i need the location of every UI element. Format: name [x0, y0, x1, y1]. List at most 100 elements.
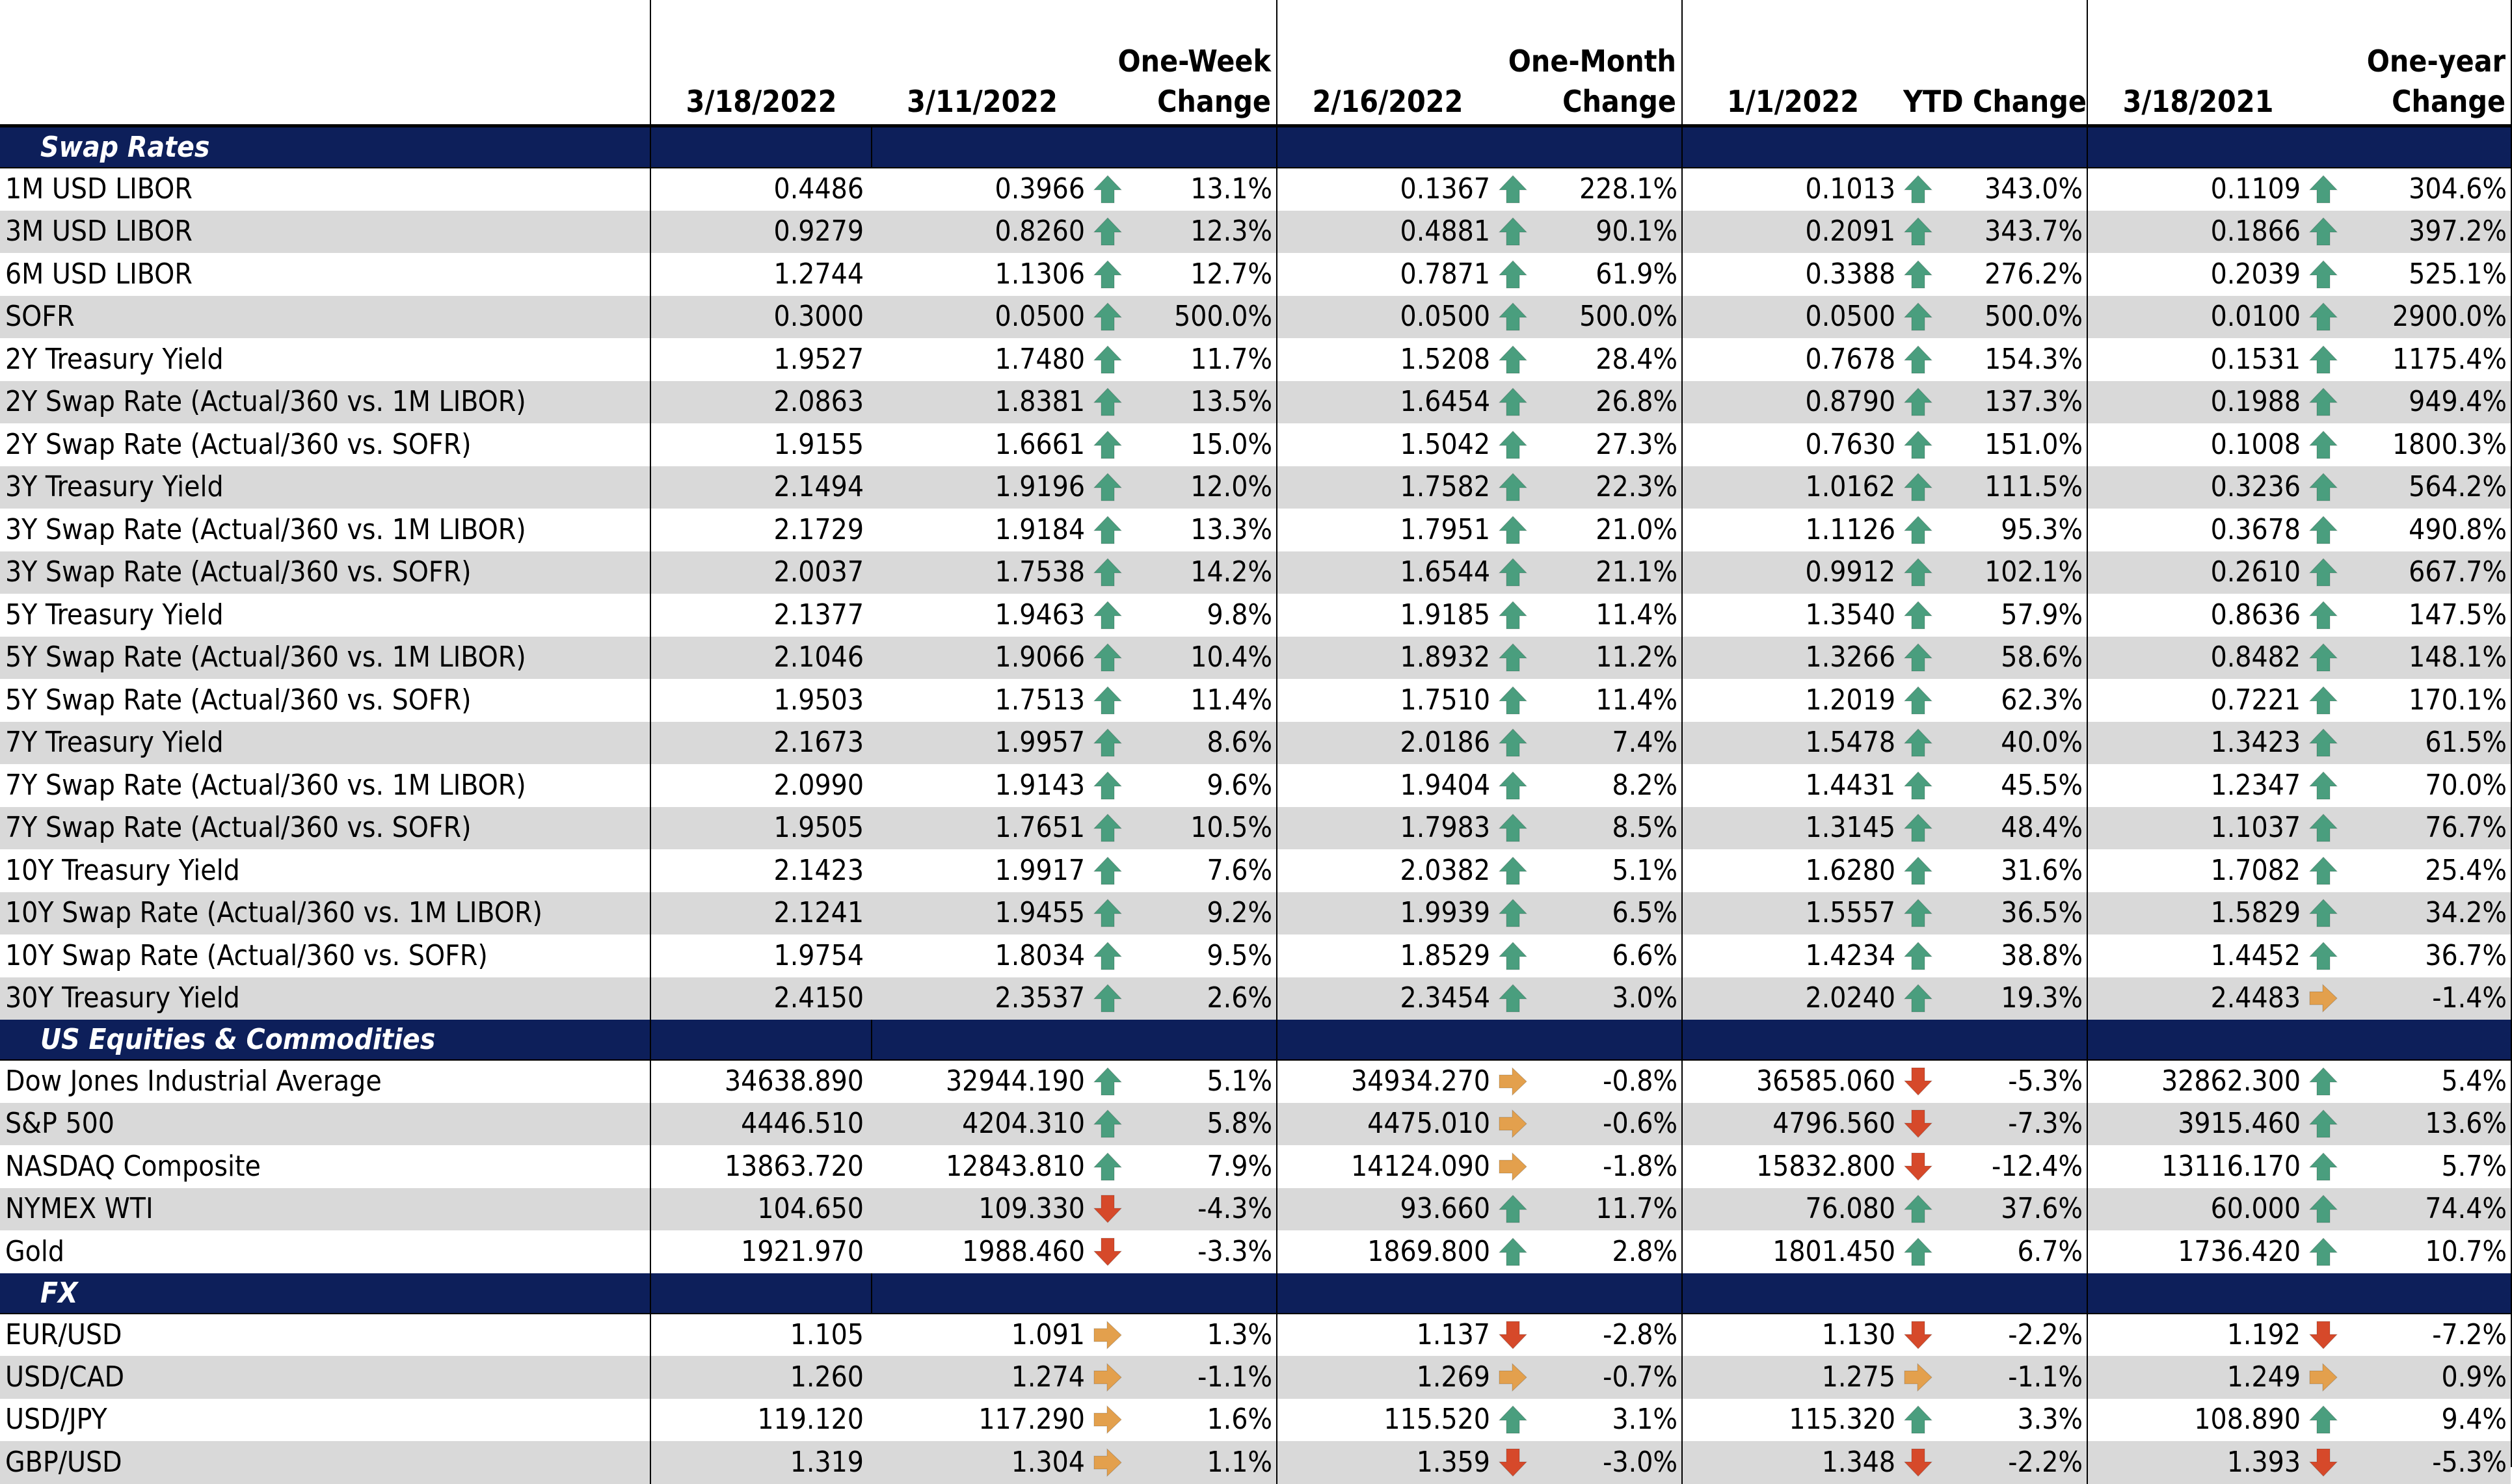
value-one-year: 32862.300	[2087, 1060, 2309, 1103]
table-row: NASDAQ Composite 13863.720 12843.810 7.9% 14…	[0, 1145, 2511, 1188]
ytd-trend-cell	[1903, 934, 1942, 977]
section-header-fill	[1276, 1273, 1683, 1314]
one-year-trend-cell	[2308, 1441, 2348, 1484]
up-arrow-icon	[1498, 217, 1528, 246]
value-current: 1.9503	[650, 679, 872, 722]
value-one-month: 1.269	[1276, 1356, 1498, 1399]
one-week-trend-cell	[1093, 892, 1132, 934]
up-arrow-icon	[1903, 814, 1933, 842]
right-arrow-icon	[1499, 1362, 1527, 1392]
one-year-trend-cell	[2308, 466, 2348, 509]
header-date-current: 3/18/2022	[650, 0, 872, 127]
up-arrow-icon	[1093, 1152, 1123, 1181]
up-arrow-icon	[1093, 388, 1123, 416]
value-one-year: 0.8482	[2087, 636, 2309, 679]
ytd-change: -5.3%	[2008, 1065, 2083, 1098]
one-month-trend-cell	[1498, 1060, 1537, 1103]
ytd-trend-cell	[1903, 210, 1943, 253]
section-header-row: US Equities & Commodities	[0, 1020, 2511, 1061]
value-one-year: 0.2039	[2087, 253, 2309, 296]
one-year-change: 170.1%	[2409, 683, 2507, 717]
one-week-trend-cell	[1093, 423, 1132, 466]
up-arrow-icon	[1498, 1195, 1528, 1223]
one-week-trend-cell	[1093, 977, 1132, 1020]
ytd-trend-cell	[1903, 338, 1942, 381]
table-row: USD/CAD 1.260 1.274 -1.1% 1.269 -0.7% 1.275 -1.…	[0, 1356, 2511, 1399]
section-header-fill	[1681, 126, 2088, 168]
one-week-trend-cell	[1093, 210, 1132, 253]
section-header-fill	[1681, 1020, 2088, 1061]
value-ytd-base: 1.4234	[1681, 934, 1904, 977]
one-week-change: 10.4%	[1132, 636, 1277, 679]
one-year-trend-cell	[2308, 1145, 2347, 1188]
value-one-month: 1.8529	[1276, 934, 1498, 977]
one-month-trend-cell	[1498, 849, 1537, 892]
value-one-month: 0.1367	[1276, 168, 1498, 211]
one-week-trend-cell	[1093, 1356, 1132, 1399]
right-arrow-icon	[1499, 1109, 1527, 1139]
row-label: GBP/USD	[0, 1441, 650, 1484]
one-week-trend-cell	[1093, 1230, 1132, 1273]
one-week-change: 7.6%	[1207, 853, 1272, 887]
table-row: 3Y Treasury Yield 2.1494 1.9196 12.0% 1.7582…	[0, 466, 2511, 509]
table-row: 10Y Swap Rate (Actual/360 vs. SOFR) 1.975…	[0, 934, 2511, 977]
ytd-trend-cell	[1903, 509, 1942, 551]
one-week-change: 1.1%	[1132, 1441, 1277, 1484]
ytd-trend-cell	[1903, 977, 1943, 1020]
ytd-trend-cell	[1903, 1356, 1943, 1399]
one-week-change: 9.2%	[1132, 892, 1277, 934]
value-ytd-base: 0.0500	[1681, 295, 1904, 338]
value-current: 1.319	[650, 1441, 872, 1484]
one-month-trend-cell	[1498, 210, 1537, 253]
value-one-month: 1.6454	[1276, 380, 1498, 423]
value-one-week: 1.1306	[995, 257, 1085, 291]
value-one-month: 1.6544	[1276, 551, 1498, 594]
one-year-change: 25.4%	[2425, 853, 2507, 887]
one-year-trend-cell	[2308, 338, 2347, 381]
value-one-month: 1.5208	[1276, 338, 1498, 381]
row-label: Dow Jones Industrial Average	[5, 1065, 382, 1098]
one-week-trend-cell	[1093, 551, 1132, 594]
down-arrow-icon	[1903, 1448, 1933, 1477]
table-row: 7Y Swap Rate (Actual/360 vs. 1M LIBOR) 2.…	[0, 764, 2511, 807]
one-month-trend-cell	[1498, 721, 1537, 764]
one-week-trend-cell	[1093, 679, 1132, 722]
right-arrow-icon	[1904, 1362, 1932, 1392]
up-arrow-icon	[1498, 728, 1528, 757]
one-year-change: 949.4%	[2347, 380, 2511, 423]
row-label: 5Y Treasury Yield	[5, 598, 224, 631]
value-one-week: 1.9917	[995, 853, 1085, 887]
one-month-change: 90.1%	[1537, 210, 1683, 253]
value-one-week: 12843.810	[945, 1149, 1085, 1183]
value-ytd-base: 1.3266	[1681, 636, 1904, 679]
one-year-trend-cell	[2308, 423, 2347, 466]
row-label: Gold	[5, 1234, 65, 1268]
ytd-change: 3.3%	[2017, 1403, 2083, 1437]
one-year-change: 61.5%	[2347, 721, 2511, 764]
one-year-change: -5.3%	[2347, 1441, 2511, 1484]
one-year-trend-cell	[2308, 1102, 2348, 1145]
up-arrow-icon	[2308, 856, 2338, 885]
up-arrow-icon	[2308, 1067, 2338, 1096]
up-arrow-icon	[1093, 771, 1123, 800]
value-one-week: 1.9143	[995, 768, 1085, 802]
ytd-trend-cell	[1903, 892, 1943, 934]
value-one-year: 108.890	[2087, 1398, 2309, 1441]
value-current: 2.1377	[650, 594, 872, 637]
value-one-week: 0.0500	[872, 295, 1093, 338]
table-row: 5Y Treasury Yield 2.1377 1.9463 9.8% 1.9185 1…	[0, 594, 2511, 637]
one-year-trend-cell	[2308, 1230, 2347, 1273]
header-one-month-line2: Change	[1562, 84, 1677, 119]
one-month-trend-cell	[1498, 892, 1537, 934]
up-arrow-icon	[1903, 1195, 1933, 1223]
row-label: S&P 500	[0, 1102, 650, 1145]
up-arrow-icon	[1903, 345, 1933, 374]
value-one-year: 0.1988	[2087, 380, 2309, 423]
one-month-trend-cell	[1498, 295, 1537, 338]
row-label: NASDAQ Composite	[5, 1149, 261, 1183]
ytd-trend-cell	[1903, 551, 1943, 594]
up-arrow-icon	[2308, 1238, 2338, 1266]
one-year-change: 0.9%	[2347, 1356, 2511, 1399]
value-one-week: 1.8381	[872, 380, 1093, 423]
right-arrow-icon	[1499, 1067, 1527, 1096]
